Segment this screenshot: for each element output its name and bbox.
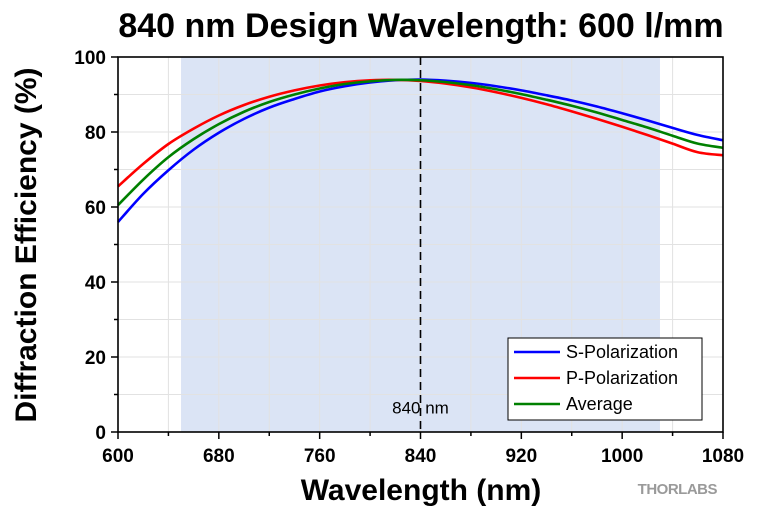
chart-title: 840 nm Design Wavelength: 600 l/mm	[118, 7, 723, 45]
legend: S-Polarization P-Polarization Average	[507, 337, 703, 421]
y-tick-label: 40	[85, 273, 106, 294]
x-tick-label: 1000	[601, 446, 643, 467]
x-axis-label: Wavelength (nm)	[301, 474, 542, 507]
x-tick-label: 920	[505, 446, 537, 467]
x-tick-label: 1080	[702, 446, 744, 467]
reference-line-label: 840 nm	[392, 398, 449, 417]
series-group	[117, 78, 724, 223]
y-tick-label: 80	[85, 123, 106, 144]
legend-entry-label: S-Polarization	[566, 342, 678, 362]
x-tick-label: 840	[405, 446, 437, 467]
y-tick-label: 100	[74, 48, 106, 69]
y-axis-label: Diffraction Efficiency (%)	[10, 67, 43, 422]
y-tick-label: 0	[95, 423, 106, 444]
y-tick-label: 20	[85, 348, 106, 369]
x-tick-label: 680	[203, 446, 235, 467]
x-tick-label: 600	[102, 446, 134, 467]
thorlabs-logo: THORLABS	[638, 481, 718, 498]
legend-entry-label: Average	[566, 394, 633, 414]
legend-entry-label: P-Polarization	[566, 368, 678, 388]
axis-ticks: 600 680 760 840 920 1000 1080 0 20 40 60 80 100	[74, 48, 744, 467]
x-tick-label: 760	[304, 446, 336, 467]
y-tick-label: 60	[85, 198, 106, 219]
series-line-average	[117, 78, 724, 207]
